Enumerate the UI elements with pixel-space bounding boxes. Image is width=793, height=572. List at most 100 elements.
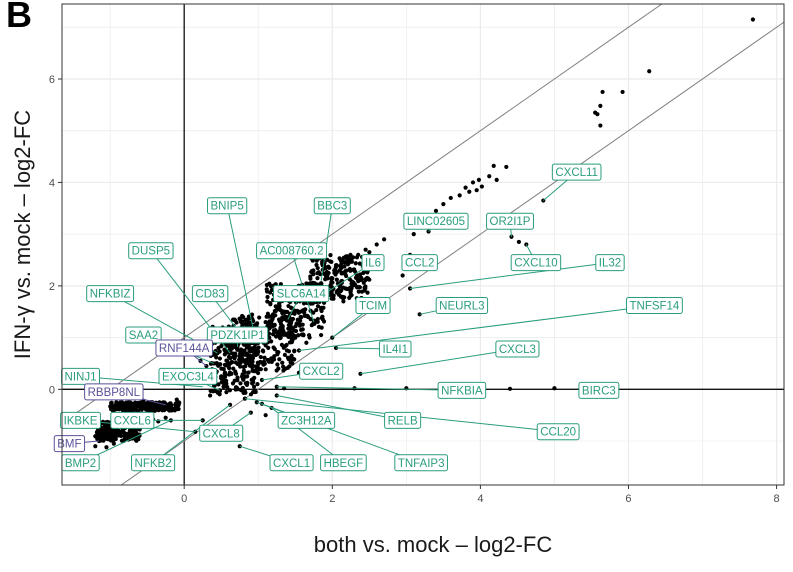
gene-label-box [510,254,562,272]
data-point [504,164,509,170]
gene-label-text: IL32 [599,258,621,270]
x-tick-label: 4 [477,493,483,505]
x-tick-label: 6 [625,493,631,505]
dense-point [255,360,260,365]
gene-label-box [595,254,625,272]
gene-label-text: NFKBIZ [90,289,131,301]
dense-point [267,335,272,340]
label-leader-line [276,386,462,391]
gene-label-box [131,454,176,472]
gene-label-box [273,285,330,303]
gene-label: CXCL3 [495,340,540,358]
dense-point-clusters [93,252,372,444]
gene-label: CD83 [191,285,229,303]
dense-point [273,308,278,314]
dense-point [230,360,235,365]
dense-point [173,405,178,410]
gene-label-box [269,454,314,472]
dense-point [323,265,328,271]
gene-label: TNFSF14 [625,297,683,315]
gene-label: CXCL2 [299,362,344,380]
dense-point [330,276,335,281]
dense-point [264,287,269,292]
gene-label-text: BMF [57,439,81,451]
gene-label: NFKBIA [437,381,487,399]
gene-label-text: RNF144A [159,343,210,355]
gene-label: NFKBIZ [86,285,135,303]
y-tick-label: 0 [49,384,55,396]
gene-label-text: NFKBIA [441,385,483,397]
dense-point [96,434,101,439]
data-point [463,185,468,190]
data-point [267,325,272,330]
data-point [145,405,150,410]
dense-point [245,380,250,385]
dense-point [284,342,289,348]
dense-point [365,290,370,295]
data-point [304,340,309,345]
data-point [333,263,339,268]
gene-label: CXCL8 [199,424,244,442]
dense-point [104,430,110,435]
dense-point [232,318,238,323]
dense-point [250,381,255,386]
gene-label: RNF144A [155,339,213,357]
dense-point [156,408,161,413]
dense-point [99,430,105,435]
dense-point [261,349,266,354]
data-point [119,433,124,438]
data-point [476,177,482,182]
gene-label: IL6 [361,254,385,272]
gene-label-text: DUSP5 [132,246,170,258]
dense-point [111,437,117,442]
dense-point [243,317,248,323]
data-point [152,405,157,410]
dense-point [340,258,345,263]
dense-point [308,276,313,281]
dense-point [281,345,286,350]
dense-point [266,345,271,350]
data-point [263,319,268,325]
dense-point [120,429,125,434]
data-point [242,396,248,401]
gene-label: IL4I1 [378,340,412,358]
gene-label-box [313,197,351,215]
dense-point [274,368,279,373]
dense-point [241,315,246,320]
gene-label-box [394,454,448,472]
label-leader-line [256,401,422,464]
dense-point [138,403,143,409]
dense-point [152,408,158,413]
data-point [600,89,605,95]
data-point [474,188,479,193]
data-point [219,374,224,379]
data-point [337,268,342,273]
data-point [593,110,598,115]
data-point [263,343,268,348]
x-axis-ticks: 0 2 4 6 8 [181,485,780,505]
dense-point [246,370,251,375]
dense-point [265,357,270,363]
dense-point [343,272,348,277]
dense-point [121,438,126,443]
dense-point [348,285,353,290]
gene-label-text: BNIP5 [211,201,244,213]
dense-point [247,358,253,363]
plot-frame [61,3,785,486]
gene-label-text: IL6 [365,258,381,270]
dense-point [133,407,139,412]
gene-label: SLC6A14 [273,285,330,303]
dense-point [240,319,245,324]
dense-point [349,281,354,286]
data-point [494,177,499,182]
panel-letter: B [6,0,32,35]
dense-point [291,356,296,361]
gene-label: RELB [384,411,422,429]
dense-point [105,433,110,439]
dense-point [295,317,300,322]
data-point [374,242,379,247]
data-point [470,180,476,185]
gene-label-text: TNFSF14 [629,301,679,313]
data-point [225,358,230,363]
dense-point [278,307,283,313]
